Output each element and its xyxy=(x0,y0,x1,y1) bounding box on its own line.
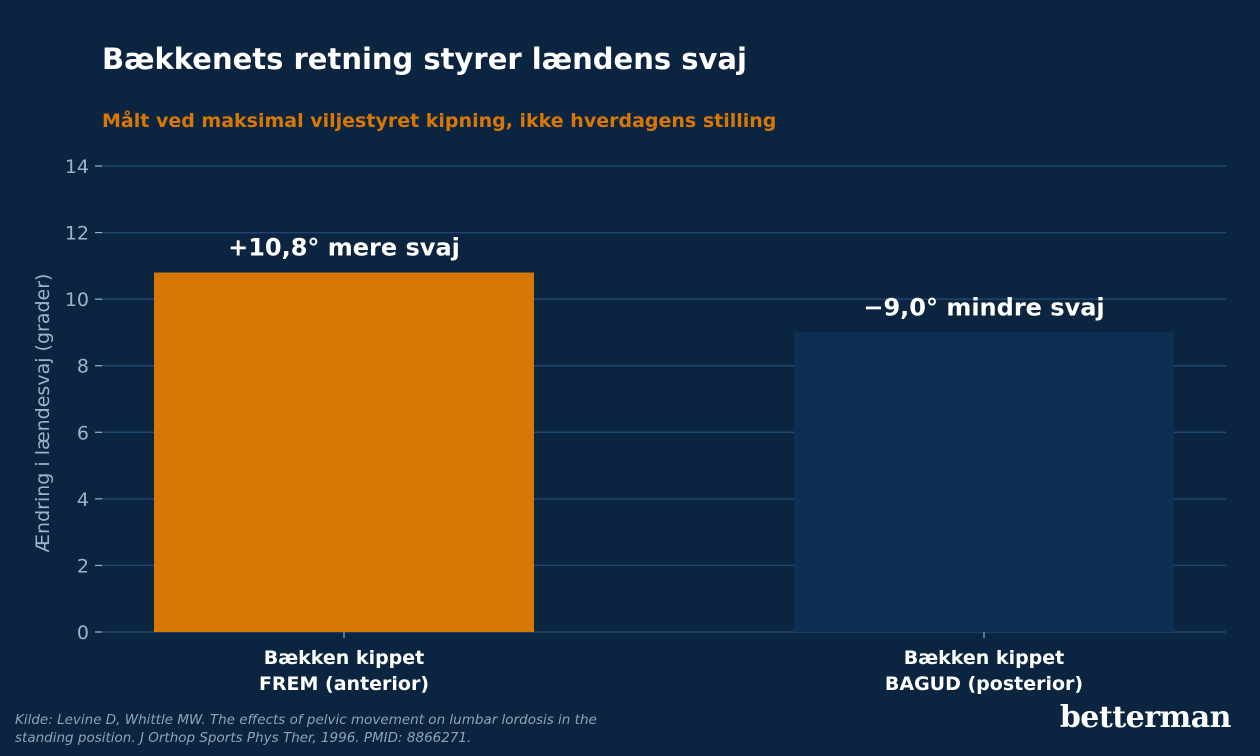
y-tick-label: 0 xyxy=(77,622,89,644)
y-axis-label: Ændring i lændesvaj (grader) xyxy=(32,274,54,553)
y-tick-label: 2 xyxy=(77,555,89,577)
bar xyxy=(154,272,534,632)
bar-chart: 0 2 4 6 8 10 12 14 Ændring i lændesvaj (grader) B… xyxy=(32,156,1226,695)
axes: 0 2 4 6 8 10 12 14 Ændring i lændesvaj (grader) B… xyxy=(32,156,1083,695)
chart-subtitle: Målt ved maksimal viljestyret kipning, i… xyxy=(102,110,777,132)
y-tick-label: 10 xyxy=(65,289,89,311)
x-tick-label: Bækken kippet xyxy=(264,647,425,669)
bar xyxy=(794,332,1174,632)
data-label: +10,8° mere svaj xyxy=(228,234,460,262)
data-labels: +10,8° mere svaj −9,0° mindre svaj xyxy=(228,234,1105,322)
source-citation: Kilde: Levine D, Whittle MW. The effects… xyxy=(15,712,597,746)
y-tick-label: 6 xyxy=(77,422,89,444)
chart-title: Bækkenets retning styrer lændens svaj xyxy=(102,42,747,76)
y-tick-label: 12 xyxy=(65,223,89,245)
brand-logo: betterman xyxy=(1059,700,1232,735)
x-tick-label: BAGUD (posterior) xyxy=(885,673,1083,695)
data-label: −9,0° mindre svaj xyxy=(863,293,1104,321)
y-tick-label: 8 xyxy=(77,356,89,378)
y-tick-label: 4 xyxy=(77,489,89,511)
x-tick-label: Bækken kippet xyxy=(904,647,1065,669)
bars xyxy=(154,272,1174,632)
x-tick-label: FREM (anterior) xyxy=(259,673,429,695)
y-tick-label: 14 xyxy=(65,156,89,178)
